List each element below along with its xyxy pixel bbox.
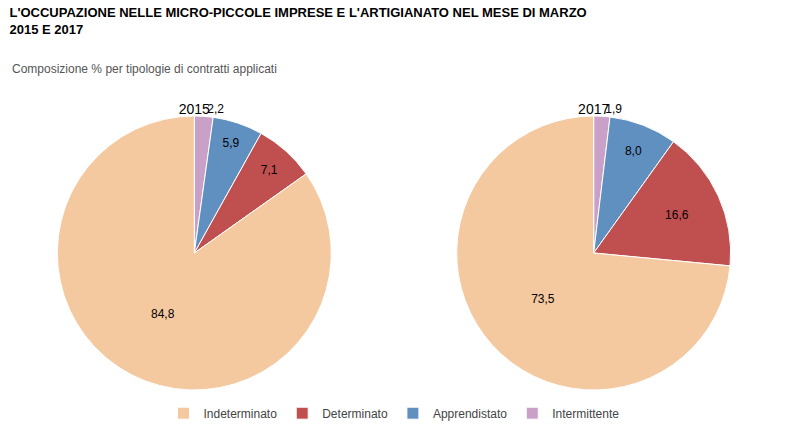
svg-text:7,1: 7,1 [261,163,278,177]
svg-text:Intermittente: Intermittente [552,407,619,421]
svg-text:2017: 2017 [578,101,609,117]
svg-text:73,5: 73,5 [531,292,555,306]
svg-text:Indeterminato: Indeterminato [204,407,278,421]
svg-text:1,9: 1,9 [605,102,622,116]
svg-text:8,0: 8,0 [625,144,642,158]
svg-text:Apprendistato: Apprendistato [433,407,507,421]
svg-text:2015: 2015 [179,101,210,117]
svg-text:Composizione % per tipologie d: Composizione % per tipologie di contratt… [12,62,277,76]
svg-text:2,2: 2,2 [207,102,224,116]
svg-text:Determinato: Determinato [322,407,388,421]
svg-text:84,8: 84,8 [151,307,175,321]
svg-text:16,6: 16,6 [665,208,689,222]
svg-text:5,9: 5,9 [223,136,240,150]
svg-text:L'OCCUPAZIONE NELLE MICRO-PICC: L'OCCUPAZIONE NELLE MICRO-PICCOLE IMPRES… [9,5,586,37]
